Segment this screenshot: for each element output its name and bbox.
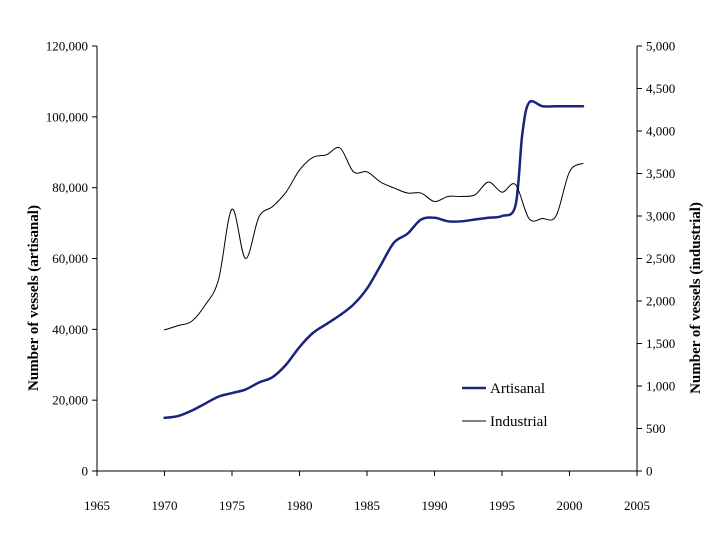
y2-tick-label: 3,500: [646, 166, 675, 181]
y-tick-label: 80,000: [52, 180, 88, 195]
y2-tick-label: 1,500: [646, 336, 675, 351]
y-axis-right-ticks: 0 500 1,000 1,500 2,000 2,500 3,000 3,500 4,000 4…: [637, 39, 675, 479]
y2-tick-label: 0: [646, 464, 653, 479]
y2-tick-label: 5,000: [646, 39, 675, 54]
x-tick-label: 1995: [489, 498, 515, 513]
y-axis-left-title: Number of vessels (artisanal): [26, 205, 42, 391]
series-line-industrial: [164, 146, 584, 331]
y2-tick-label: 2,000: [646, 294, 675, 309]
y2-tick-label: 500: [646, 421, 666, 436]
y-tick-label: 0: [82, 464, 89, 479]
y-axis-right-title: Number of vessels (industrial): [688, 202, 704, 394]
x-tick-label: 1985: [354, 498, 380, 513]
legend-label-artisanal: Artisanal: [490, 381, 545, 397]
x-axis-ticks: 1965 1970 1975 1980 1985 1990 1995 2000 2005: [84, 471, 650, 513]
y-tick-label: 20,000: [52, 393, 88, 408]
y2-tick-label: 1,000: [646, 379, 675, 394]
y2-tick-label: 3,000: [646, 209, 675, 224]
y-tick-label: 120,000: [46, 39, 88, 54]
x-tick-label: 2005: [624, 498, 650, 513]
x-tick-label: 1965: [84, 498, 110, 513]
y2-tick-label: 2,500: [646, 251, 675, 266]
plot-frame: [96, 46, 638, 472]
x-tick-label: 1975: [219, 498, 245, 513]
series-line-artisanal: [163, 99, 585, 420]
x-tick-label: 1970: [152, 498, 178, 513]
y-tick-label: 100,000: [46, 109, 88, 124]
x-tick-label: 2000: [557, 498, 583, 513]
legend: Artisanal Industrial: [462, 381, 548, 430]
x-tick-label: 1980: [287, 498, 313, 513]
legend-label-industrial: Industrial: [490, 414, 548, 430]
x-tick-label: 1990: [422, 498, 448, 513]
y-tick-label: 60,000: [52, 251, 88, 266]
y2-tick-label: 4,500: [646, 81, 675, 96]
series-layer: [163, 99, 585, 420]
y2-tick-label: 4,000: [646, 124, 675, 139]
y-axis-left-ticks: 0 20,000 40,000 60,000 80,000 100,000 120,000: [46, 39, 97, 479]
y-tick-label: 40,000: [52, 322, 88, 337]
